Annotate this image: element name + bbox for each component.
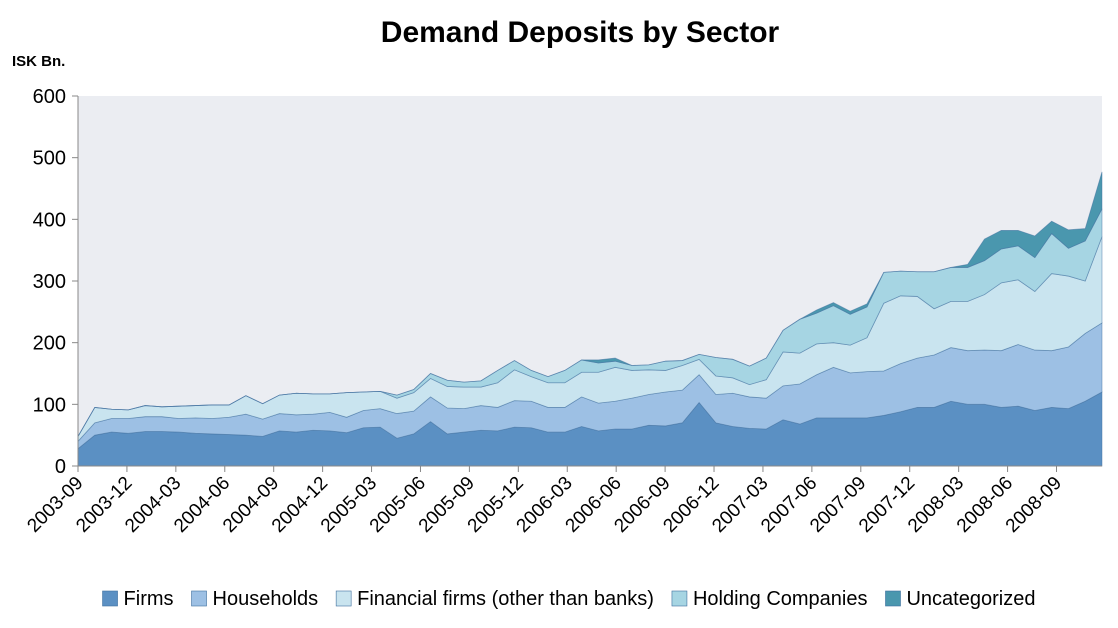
- y-tick-label: 100: [33, 394, 66, 416]
- legend-label-4: Uncategorized: [906, 588, 1035, 610]
- area-series-4: [77, 171, 1103, 437]
- legend-swatch-0: [102, 590, 118, 607]
- legend-label-3: Holding Companies: [693, 588, 868, 610]
- legend-label-1: Households: [213, 588, 319, 610]
- y-tick-label: 400: [33, 209, 66, 231]
- legend-swatch-4: [885, 590, 901, 607]
- legend-swatch-1: [191, 590, 207, 607]
- y-axis-unit-label: ISK Bn.: [12, 53, 65, 70]
- y-tick-label: 600: [33, 86, 66, 108]
- y-tick-label: 0: [55, 456, 66, 478]
- legend-label-0: Firms: [124, 588, 174, 610]
- y-tick-label: 300: [33, 271, 66, 293]
- legend-swatch-3: [671, 590, 688, 607]
- legend-label-2: Financial firms (other than banks): [357, 588, 654, 610]
- legend: Firms Households Financial firms (other th…: [102, 588, 1035, 610]
- y-tick-label: 200: [33, 333, 66, 355]
- legend-swatch-2: [335, 590, 352, 607]
- chart-title: Demand Deposits by Sector: [381, 16, 780, 49]
- y-tick-label: 500: [33, 148, 66, 170]
